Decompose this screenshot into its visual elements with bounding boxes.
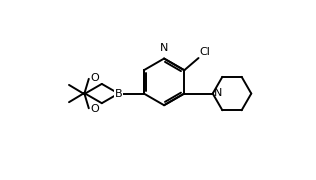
Text: O: O xyxy=(90,73,99,83)
Text: Cl: Cl xyxy=(199,47,210,57)
Text: N: N xyxy=(214,87,222,98)
Text: N: N xyxy=(160,43,168,53)
Text: B: B xyxy=(115,89,122,99)
Text: O: O xyxy=(90,104,99,114)
